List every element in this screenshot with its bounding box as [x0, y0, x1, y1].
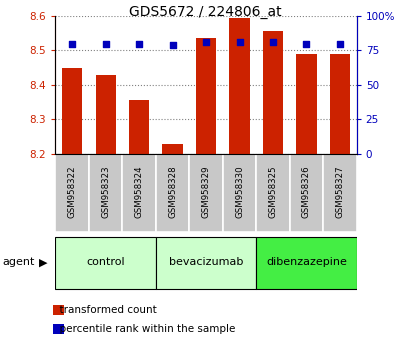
- Bar: [129, 101, 149, 154]
- Bar: [162, 144, 182, 154]
- Text: transformed count: transformed count: [53, 305, 157, 315]
- Text: GSM958326: GSM958326: [301, 165, 310, 218]
- Bar: [229, 18, 249, 154]
- Bar: [155, 236, 256, 289]
- Text: percentile rank within the sample: percentile rank within the sample: [53, 324, 235, 334]
- Bar: [189, 154, 222, 232]
- Text: control: control: [86, 257, 125, 267]
- Bar: [256, 236, 356, 289]
- Text: dibenzazepine: dibenzazepine: [265, 257, 346, 267]
- Bar: [296, 54, 316, 154]
- Text: GSM958322: GSM958322: [67, 165, 76, 218]
- Bar: [122, 154, 155, 232]
- Bar: [62, 68, 82, 154]
- Text: GSM958330: GSM958330: [234, 165, 243, 218]
- Text: GSM958329: GSM958329: [201, 165, 210, 218]
- Bar: [329, 54, 349, 154]
- Point: [269, 39, 276, 45]
- Text: GSM958328: GSM958328: [168, 165, 177, 218]
- Bar: [322, 154, 356, 232]
- Point: [336, 41, 342, 46]
- Text: bevacizumab: bevacizumab: [169, 257, 243, 267]
- Text: GSM958325: GSM958325: [268, 165, 277, 218]
- Bar: [222, 154, 256, 232]
- Bar: [256, 154, 289, 232]
- Bar: [289, 154, 322, 232]
- Bar: [95, 75, 115, 154]
- Point: [202, 39, 209, 45]
- Point: [169, 42, 175, 48]
- Text: agent: agent: [2, 257, 34, 267]
- Text: ▶: ▶: [39, 258, 48, 268]
- Bar: [89, 154, 122, 232]
- Point: [236, 39, 242, 45]
- Bar: [55, 236, 155, 289]
- Bar: [262, 32, 282, 154]
- Point: [135, 41, 142, 46]
- Text: GSM958327: GSM958327: [335, 165, 344, 218]
- Text: GDS5672 / 224806_at: GDS5672 / 224806_at: [128, 5, 281, 19]
- Bar: [196, 38, 216, 154]
- Bar: [155, 154, 189, 232]
- Text: GSM958323: GSM958323: [101, 165, 110, 218]
- Bar: [55, 154, 89, 232]
- Text: GSM958324: GSM958324: [134, 165, 143, 218]
- Point: [102, 41, 109, 46]
- Point: [302, 41, 309, 46]
- Point: [69, 41, 75, 46]
